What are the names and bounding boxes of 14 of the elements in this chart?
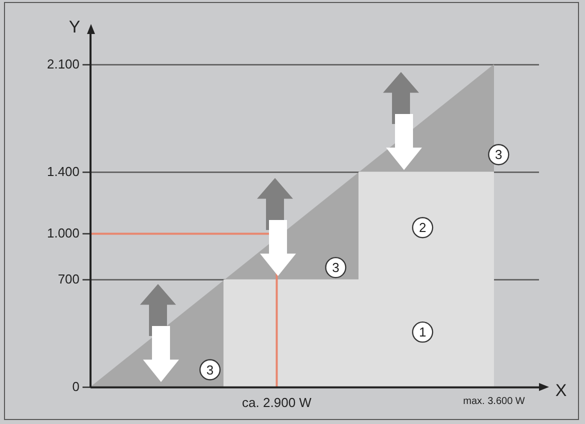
x-axis-title: X (555, 381, 567, 400)
annotation: 1 (419, 324, 426, 340)
y-tick-label: 1.000 (46, 225, 80, 240)
y-tick-label: 1.400 (46, 164, 80, 179)
annotation: 2 (419, 220, 426, 236)
annotation: 3 (206, 362, 214, 378)
y-tick-label: 0 (72, 378, 80, 394)
y-tick-label: 700 (58, 271, 80, 286)
y-axis-title: Y (68, 18, 80, 37)
x-tick-label: ca. 2.900 W (242, 394, 312, 410)
x-tick-label: max. 3.600 W (463, 396, 526, 408)
annotation: 3 (495, 147, 502, 162)
y-tick-label: 2.100 (46, 56, 80, 72)
annotation: 3 (332, 260, 340, 276)
